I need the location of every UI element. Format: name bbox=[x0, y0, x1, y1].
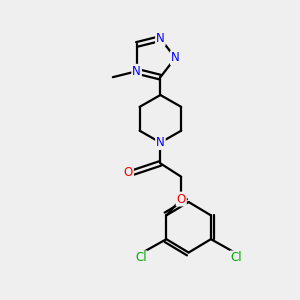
Text: O: O bbox=[177, 193, 186, 206]
Text: N: N bbox=[156, 32, 165, 45]
Text: N: N bbox=[171, 51, 180, 64]
Text: N: N bbox=[132, 65, 141, 78]
Text: N: N bbox=[156, 136, 165, 149]
Text: Cl: Cl bbox=[135, 251, 147, 264]
Text: Cl: Cl bbox=[230, 251, 242, 264]
Text: O: O bbox=[124, 166, 133, 179]
